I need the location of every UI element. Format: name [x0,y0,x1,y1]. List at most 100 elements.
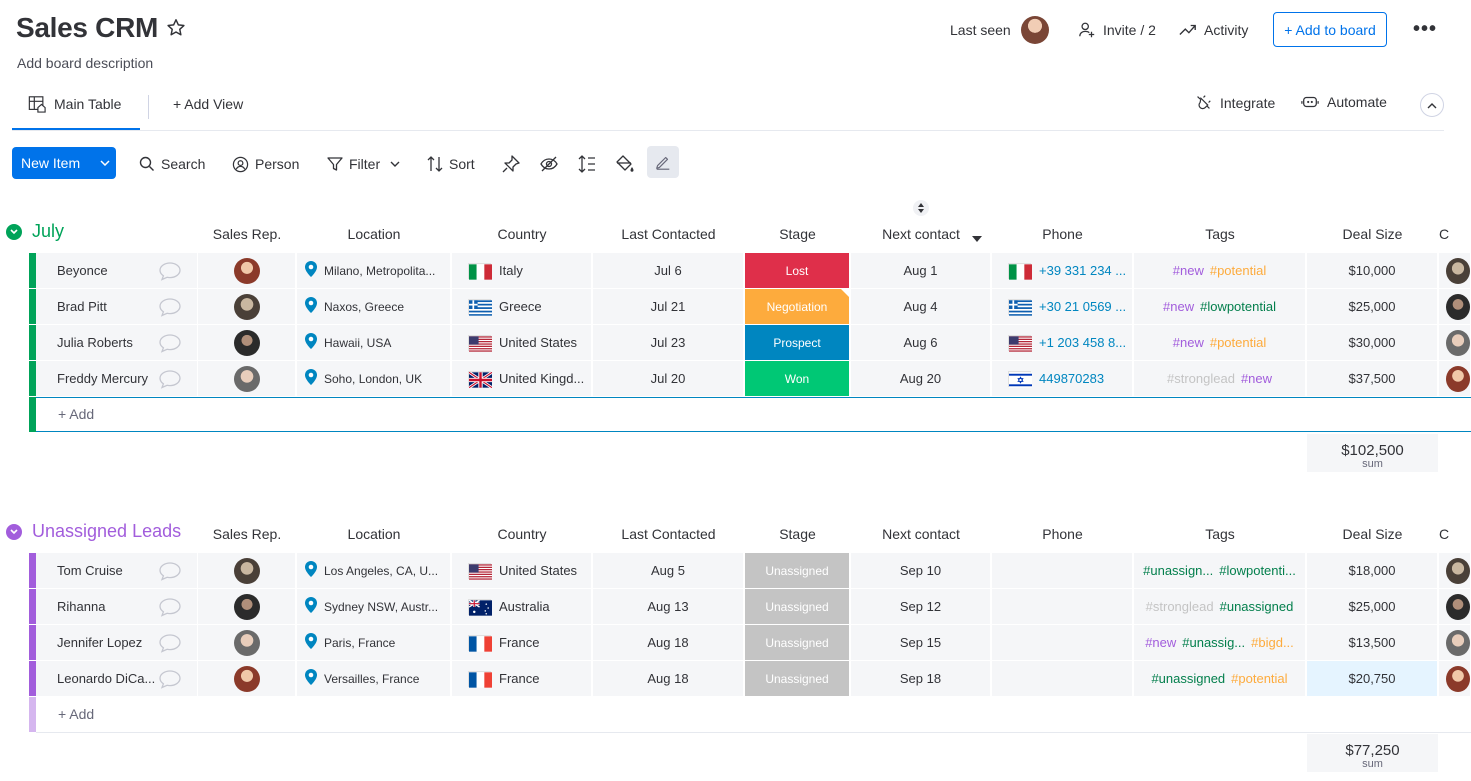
next-contact-cell[interactable]: Sep 12 [851,589,991,624]
row-height-icon[interactable] [577,154,597,174]
comment-bubble-icon[interactable] [158,669,182,689]
tag[interactable]: #unassign... [1143,563,1214,578]
group-collapse-icon[interactable] [6,523,22,540]
comment-bubble-icon[interactable] [158,597,182,617]
star-icon[interactable] [165,17,187,39]
sales-rep-cell[interactable] [198,625,296,660]
phone-cell[interactable] [992,661,1133,696]
country-cell[interactable]: Australia [452,589,592,624]
collapse-header-button[interactable] [1420,93,1444,117]
stage-status[interactable]: Won [745,361,850,396]
phone-cell[interactable]: +1 203 458 8... [992,325,1133,360]
country-cell[interactable]: United States [452,325,592,360]
column-header-phone[interactable]: Phone [1042,526,1083,542]
more-menu-icon[interactable]: ••• [1413,18,1438,40]
deal-size-cell[interactable]: $25,000 [1307,289,1438,324]
location-cell[interactable]: Naxos, Greece [297,289,451,324]
paint-bucket-icon[interactable] [615,154,635,174]
country-cell[interactable]: Greece [452,289,592,324]
item-name[interactable]: Julia Roberts [36,325,198,360]
phone-cell[interactable] [992,625,1133,660]
chevron-down-icon[interactable] [390,161,400,167]
phone-cell[interactable] [992,589,1133,624]
stage-status[interactable]: Negotiation [745,289,850,324]
column-header-stage[interactable]: Stage [779,526,816,542]
phone-cell[interactable]: +30 21 0569 ... [992,289,1133,324]
column-header-location[interactable]: Location [347,526,401,542]
last-seen[interactable]: Last seen [950,14,1049,46]
phone-cell[interactable]: 449870283 [992,361,1133,396]
search-button[interactable]: Search [139,154,205,174]
country-cell[interactable]: United Kingd... [452,361,592,396]
tag[interactable]: #potential [1209,335,1267,350]
sales-rep-cell[interactable] [198,361,296,396]
country-cell[interactable]: Italy [452,253,592,288]
column-header-next-contact[interactable]: Next contact [882,226,960,242]
column-header-sales-rep[interactable]: Sales Rep. [212,226,282,242]
deal-size-cell[interactable]: $13,500 [1307,625,1438,660]
group-collapse-icon[interactable] [6,223,22,240]
activity-button[interactable]: Activity [1179,14,1248,46]
group-title[interactable]: July [6,221,64,242]
item-name[interactable]: Freddy Mercury [36,361,198,396]
location-cell[interactable]: Hawaii, USA [297,325,451,360]
comment-bubble-icon[interactable] [158,261,182,281]
phone-cell[interactable] [992,553,1133,588]
phone-cell[interactable]: +39 331 234 ... [992,253,1133,288]
add-item-button[interactable]: + Add [58,406,95,422]
column-header-country[interactable]: Country [497,526,547,542]
last-contacted-cell[interactable]: Jul 20 [593,361,744,396]
tags-cell[interactable]: #new #unassig... #bigd... [1134,625,1306,660]
item-name[interactable]: Jennifer Lopez [36,625,198,660]
column-header-overflow[interactable]: C [1439,526,1450,542]
phone-number[interactable]: +30 21 0569 ... [1039,299,1127,314]
item-name[interactable]: Rihanna [36,589,198,624]
phone-number[interactable]: +39 331 234 ... [1039,263,1127,278]
column-menu-icon[interactable] [972,229,982,247]
table-row[interactable]: Freddy Mercury Soho, London, UK United Kin… [30,361,1471,396]
column-header-tags[interactable]: Tags [1205,226,1235,242]
board-title[interactable]: Sales CRM [16,12,159,43]
column-header-overflow[interactable]: C [1439,226,1450,242]
column-header-last-contacted[interactable]: Last Contacted [621,526,716,542]
add-to-board-button[interactable]: + Add to board [1273,12,1387,47]
last-contacted-cell[interactable]: Aug 13 [593,589,744,624]
next-contact-cell[interactable]: Sep 10 [851,553,991,588]
stage-status[interactable]: Unassigned [745,589,850,624]
column-header-location[interactable]: Location [347,226,401,242]
hide-icon[interactable] [539,154,559,174]
country-cell[interactable]: France [452,661,592,696]
chevron-down-icon[interactable] [94,160,116,166]
stage-status[interactable]: Unassigned [745,625,850,660]
column-header-country[interactable]: Country [497,226,547,242]
location-cell[interactable]: Los Angeles, CA, U... [297,553,451,588]
table-row[interactable]: Leonardo DiCa... Versailles, France France… [30,661,1471,696]
add-view-button[interactable]: + Add View [173,96,244,112]
tag[interactable]: #unassigned [1151,671,1226,686]
location-cell[interactable]: Versailles, France [297,661,451,696]
phone-number[interactable]: 449870283 [1039,371,1105,386]
country-cell[interactable]: United States [452,553,592,588]
comment-bubble-icon[interactable] [158,561,182,581]
comment-bubble-icon[interactable] [158,333,182,353]
column-header-deal-size[interactable]: Deal Size [1342,526,1403,542]
tag[interactable]: #potential [1231,671,1288,686]
country-cell[interactable]: France [452,625,592,660]
next-contact-cell[interactable]: Aug 4 [851,289,991,324]
last-contacted-cell[interactable]: Jul 21 [593,289,744,324]
next-contact-cell[interactable]: Aug 6 [851,325,991,360]
last-contacted-cell[interactable]: Jul 6 [593,253,744,288]
table-row[interactable]: Tom Cruise Los Angeles, CA, U... United St… [30,553,1471,588]
sort-button[interactable]: Sort [427,154,475,174]
last-contacted-cell[interactable]: Aug 5 [593,553,744,588]
deal-size-cell[interactable]: $30,000 [1307,325,1438,360]
sort-column-icon[interactable] [913,200,929,216]
pin-icon[interactable] [501,154,521,174]
tag[interactable]: #unassigned [1219,599,1294,614]
item-name[interactable]: Beyonce [36,253,198,288]
deal-size-cell[interactable]: $25,000 [1307,589,1438,624]
column-header-sales-rep[interactable]: Sales Rep. [212,526,282,542]
filter-button[interactable]: Filter [327,154,406,174]
tag[interactable]: #unassig... [1182,635,1246,650]
